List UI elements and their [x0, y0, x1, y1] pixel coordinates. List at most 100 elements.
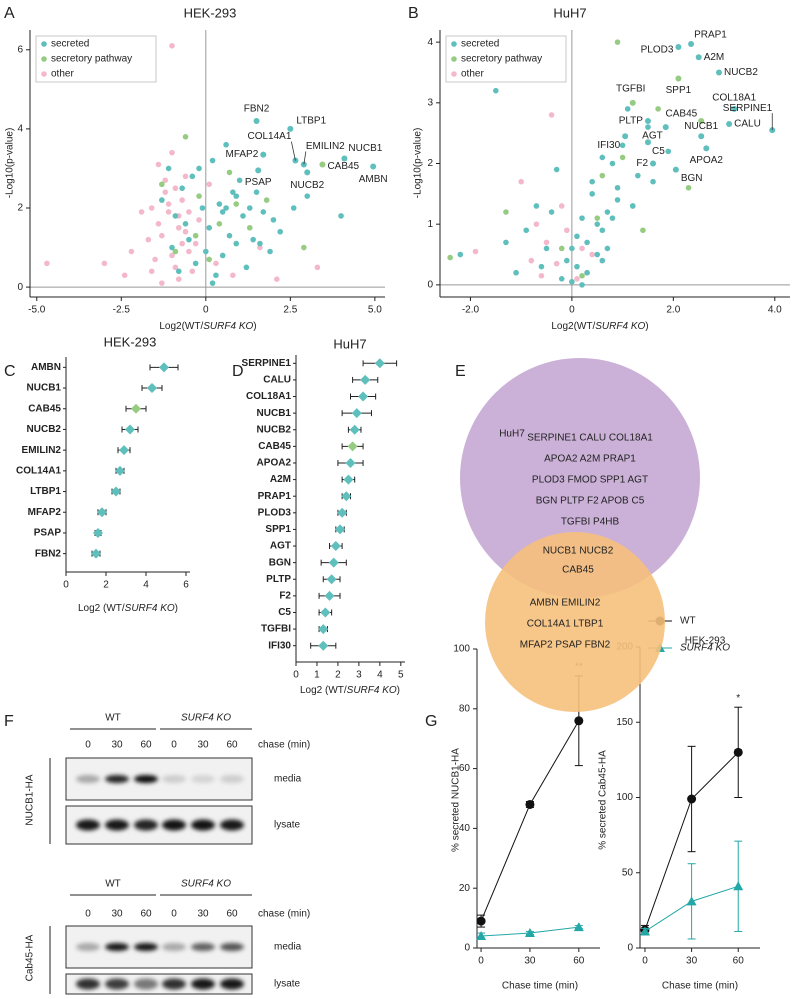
x-tick-label: 60 — [733, 956, 745, 967]
category-label: NUCB2 — [257, 424, 292, 435]
category-label: TGFBI — [261, 624, 291, 635]
point — [192, 232, 199, 239]
point — [169, 252, 175, 259]
x-tick-label: -2.5 — [113, 305, 131, 316]
x-axis-label-part: SURF4 KO — [595, 321, 645, 332]
point — [148, 205, 155, 211]
labeled-point — [726, 121, 733, 128]
x-tick-label: 2.0 — [666, 305, 680, 316]
point-label: TGFBI — [616, 83, 645, 94]
x-axis-label-part: ) — [253, 321, 256, 332]
band — [76, 819, 100, 831]
chase-label: chase (min) — [258, 740, 310, 751]
time-label: 60 — [140, 909, 152, 920]
point — [223, 141, 229, 148]
band — [105, 775, 129, 783]
point — [635, 172, 641, 179]
x-axis-label-part: Log2(WT/ — [551, 321, 595, 332]
point — [518, 178, 524, 185]
point — [640, 227, 646, 234]
labeled-point — [255, 167, 262, 174]
legend-label: other — [461, 69, 484, 80]
point — [165, 201, 172, 207]
point — [226, 232, 233, 239]
labeled-point — [695, 54, 702, 61]
legend-label: SURF4 KO — [680, 643, 730, 654]
point — [169, 149, 175, 156]
point-label: AGT — [642, 131, 663, 142]
x-tick-label: 6 — [183, 580, 189, 591]
y-tick-label: 2 — [17, 203, 23, 214]
dot-marker — [341, 491, 352, 502]
point-label: PSAP — [245, 177, 272, 188]
point-label: PRAP1 — [694, 30, 727, 41]
point-label: A2M — [704, 52, 725, 63]
dot-marker — [111, 486, 121, 497]
point — [159, 280, 165, 286]
point — [203, 248, 209, 255]
point — [186, 248, 192, 255]
time-label: 0 — [171, 740, 177, 751]
data-point — [639, 926, 650, 936]
x-tick-label: 2.5 — [283, 305, 297, 316]
point — [159, 232, 165, 239]
point — [569, 245, 575, 252]
category-label: COL14A1 — [16, 465, 61, 476]
x-axis-label: Log2(WT/SURF4 KO) — [159, 321, 256, 332]
point — [230, 189, 236, 195]
labeled-point — [370, 163, 377, 170]
x-tick-label: 0 — [642, 956, 648, 967]
dot-marker — [360, 374, 371, 385]
point — [650, 178, 656, 185]
band — [220, 943, 244, 951]
point — [199, 205, 206, 211]
point — [263, 197, 270, 203]
point — [236, 177, 243, 184]
labeled-point — [698, 118, 705, 125]
point — [589, 178, 595, 185]
x-axis-label-part: Log2(WT/ — [159, 321, 203, 332]
point — [599, 257, 606, 264]
panel-letter: D — [232, 363, 244, 380]
point — [564, 257, 570, 264]
point — [186, 209, 192, 215]
band — [220, 819, 244, 831]
data-point — [687, 794, 697, 804]
y-tick-label: 0 — [427, 280, 433, 291]
point — [629, 203, 636, 209]
point-label: CALU — [734, 119, 761, 130]
band — [191, 775, 215, 783]
category-label: NUCB1 — [27, 383, 62, 394]
point — [250, 236, 256, 243]
point — [614, 184, 621, 191]
point — [513, 269, 519, 276]
category-label: CAB45 — [258, 441, 291, 452]
time-label: 0 — [85, 909, 91, 920]
y-tick-label: 80 — [459, 703, 471, 714]
point — [148, 268, 155, 275]
data-point — [525, 799, 535, 809]
point — [594, 221, 601, 227]
point — [574, 233, 580, 240]
band — [76, 978, 100, 990]
point — [182, 134, 189, 140]
panel-letter: F — [4, 713, 14, 730]
category-label: COL18A1 — [246, 391, 291, 402]
x-tick-label: 5.0 — [368, 305, 382, 316]
y-tick-label: 20 — [459, 883, 471, 894]
dot-marker — [115, 465, 125, 476]
point-label: NUCB2 — [290, 180, 324, 191]
point — [196, 193, 202, 199]
dot-marker — [318, 624, 329, 635]
data-point — [524, 928, 535, 938]
point — [267, 248, 273, 255]
point — [624, 106, 631, 112]
labeled-point — [622, 133, 629, 140]
point — [645, 124, 651, 130]
point — [257, 240, 263, 247]
point — [253, 189, 260, 195]
point — [260, 209, 267, 215]
band — [220, 978, 244, 990]
protein-label: Cab45-HA — [25, 934, 36, 981]
